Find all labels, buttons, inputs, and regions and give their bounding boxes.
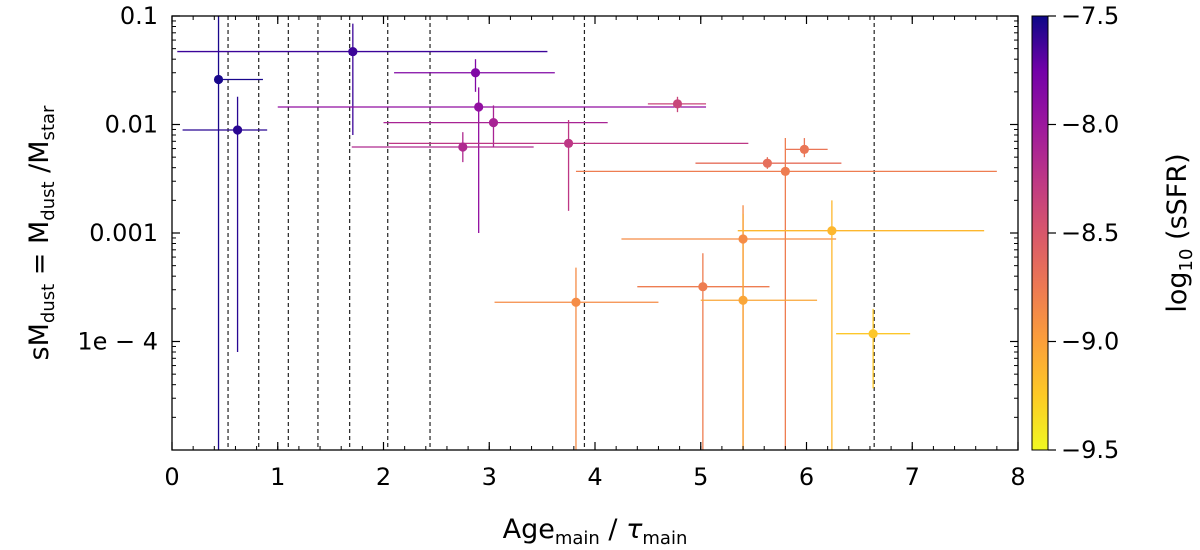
data-point [672, 99, 683, 109]
data-point [738, 295, 748, 305]
colorbar [1031, 15, 1049, 451]
colorbar-title: log10 (sSFR) [1162, 153, 1197, 312]
x-tick-label: 4 [587, 463, 602, 491]
data-point [571, 297, 581, 307]
vertical-reference-lines [227, 16, 875, 450]
data-point [563, 138, 574, 148]
x-tick-label: 7 [905, 463, 920, 491]
x-tick-label: 6 [799, 463, 814, 491]
x-tick-label: 0 [164, 463, 179, 491]
data-point [474, 102, 484, 112]
x-axis-title: Agemain / τmain [503, 514, 688, 549]
x-axis-ticks: 0 1 2 3 4 5 6 7 8 [164, 16, 1026, 491]
x-tick-label: 3 [482, 463, 497, 491]
x-tick-label: 8 [1010, 463, 1025, 491]
data-point [738, 234, 748, 244]
colorbar-tick-label: −9.5 [1061, 436, 1119, 464]
y-tick-label: 0.001 [89, 219, 158, 247]
plot-frame [171, 15, 1019, 451]
y-axis-title: sMdust = Mdust /Mstar [24, 105, 59, 360]
data-point [780, 166, 790, 176]
data-point [348, 46, 358, 57]
data-point [868, 329, 878, 339]
y-tick-label: 0.1 [120, 2, 158, 30]
x-tick-label: 2 [376, 463, 391, 491]
data-points [213, 46, 878, 339]
data-point [799, 144, 809, 154]
data-point [762, 158, 772, 168]
y-axis-ticks: 0.1 0.01 0.001 1e − 4 [77, 2, 1018, 418]
data-point [458, 142, 468, 152]
colorbar-tick-label: −8.5 [1061, 219, 1119, 247]
y-tick-label: 1e − 4 [77, 328, 158, 356]
data-point [488, 118, 499, 128]
colorbar-ticks: −7.5 −8.0 −8.5 −9.0 −9.5 [1048, 2, 1119, 464]
data-point [698, 282, 708, 292]
colorbar-tick-label: −7.5 [1061, 2, 1119, 30]
data-point [827, 226, 837, 236]
y-tick-label: 0.01 [105, 111, 158, 139]
x-tick-label: 1 [270, 463, 285, 491]
colorbar-tick-label: −8.0 [1061, 111, 1119, 139]
data-point [232, 125, 243, 135]
colorbar-tick-label: −9.0 [1061, 328, 1119, 356]
x-tick-label: 5 [693, 463, 708, 491]
data-point [470, 68, 481, 78]
data-point [213, 74, 224, 85]
